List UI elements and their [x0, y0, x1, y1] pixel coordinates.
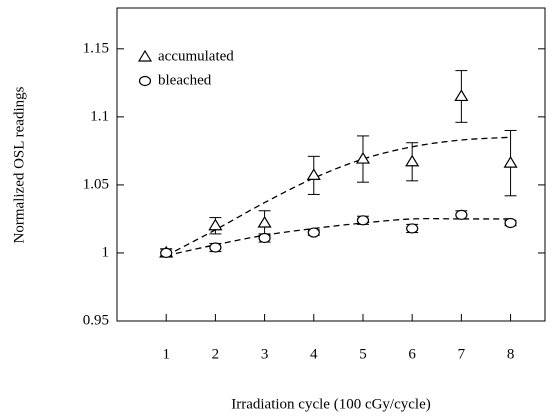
data-point	[454, 89, 469, 102]
x-tick-label: 7	[458, 346, 466, 362]
data-point	[503, 155, 518, 168]
y-tick-label: 0.95	[83, 312, 109, 328]
y-tick-label: 1	[102, 244, 110, 260]
legend-marker	[137, 49, 153, 62]
data-point	[306, 168, 321, 180]
x-tick-label: 2	[212, 346, 220, 362]
y-axis-label: Normalized OSL readings	[11, 86, 27, 243]
data-point	[356, 215, 370, 226]
data-point	[307, 227, 320, 238]
x-tick-label: 4	[310, 346, 318, 362]
x-axis-label: Irradiation cycle (100 cGy/cycle)	[231, 396, 430, 412]
legend-marker	[138, 75, 152, 87]
data-point	[160, 247, 173, 259]
plot-frame	[116, 7, 546, 322]
y-tick-label: 1.15	[83, 40, 109, 56]
data-point	[455, 209, 468, 220]
data-point	[405, 154, 420, 167]
x-tick-label: 8	[507, 346, 515, 362]
data-point	[355, 151, 371, 164]
fit-line	[165, 136, 511, 257]
data-point	[258, 232, 271, 244]
y-tick-label: 1.1	[90, 108, 109, 124]
data-point	[208, 218, 223, 231]
legend-label: bleached	[158, 72, 212, 88]
legend-label: accumulated	[158, 48, 234, 64]
x-tick-label: 1	[162, 346, 170, 362]
x-tick-label: 5	[359, 346, 367, 362]
data-point	[406, 223, 419, 234]
x-tick-label: 6	[408, 346, 416, 362]
x-tick-label: 3	[261, 346, 269, 362]
data-point	[257, 215, 272, 228]
data-point	[209, 242, 222, 253]
y-tick-label: 1.05	[83, 176, 109, 192]
data-point	[504, 217, 517, 229]
